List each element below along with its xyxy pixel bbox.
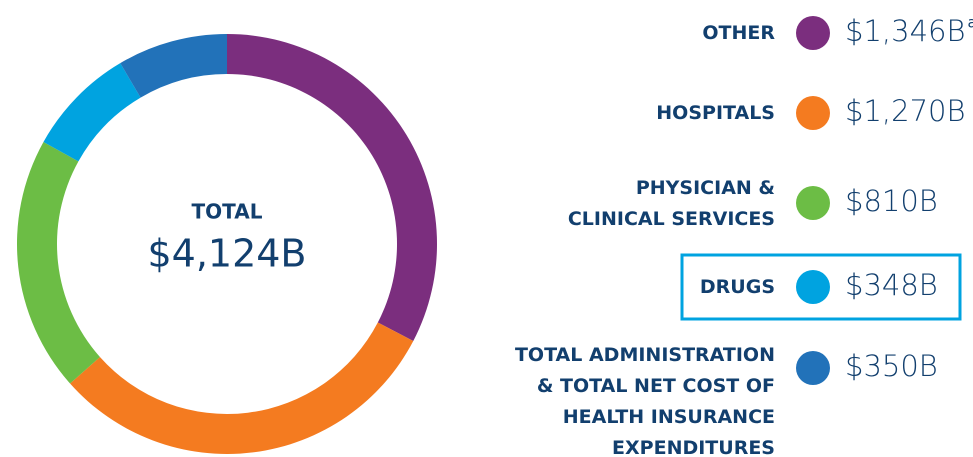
legend-label: DRUGS	[700, 276, 775, 298]
legend-swatch	[796, 96, 830, 130]
value-label: $350B	[845, 349, 938, 383]
legend-label: TOTAL ADMINISTRATION & TOTAL NET COST OF H…	[515, 344, 775, 457]
donut-slice	[70, 322, 414, 455]
center-value: $4,124B	[147, 232, 306, 276]
donut-slice	[43, 63, 141, 162]
legend-label: OTHER	[702, 22, 775, 44]
legend-swatch	[796, 351, 830, 385]
donut-slice	[17, 141, 100, 384]
center-label: TOTAL	[192, 200, 263, 224]
donut-slice	[227, 34, 438, 341]
value-label: $810B	[845, 184, 938, 218]
value-label: $348B	[845, 268, 938, 302]
footnote-mark: a	[967, 14, 973, 32]
legend-label: PHYSICIAN & CLINICAL SERVICES	[568, 177, 775, 230]
legend-swatch	[796, 16, 830, 50]
highlight-box	[680, 253, 962, 321]
value-label: $1,270B	[845, 94, 965, 128]
donut-slice	[120, 34, 227, 98]
legend-swatch	[796, 186, 830, 220]
value-label: $1,346B	[845, 14, 965, 48]
legend-label: HOSPITALS	[656, 102, 775, 124]
legend-swatch	[796, 270, 830, 304]
